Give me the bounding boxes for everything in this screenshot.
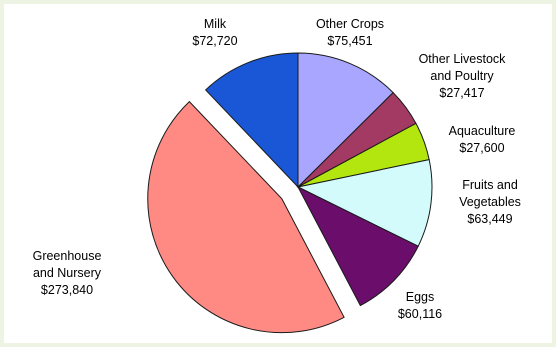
- chart-frame: Milk $72,720 Other Crops $75,451 Other Lives…: [4, 4, 552, 343]
- pie-slice-milk: [204, 52, 299, 189]
- slice-label-greenhouse-and-nursery: Greenhouse and Nursery $273,840: [33, 249, 102, 297]
- slice-label-other-crops: Other Crops $75,451: [316, 17, 384, 48]
- slice-label-aquaculture: Aquaculture $27,600: [449, 124, 516, 155]
- pie-slice-greenhouse-and-nursery: [147, 100, 345, 334]
- pie-slice-fruits-and-vegetables: [296, 159, 433, 247]
- slice-label-eggs: Eggs $60,116: [398, 290, 442, 321]
- pie-slice-other-crops: [297, 52, 394, 189]
- slice-label-milk: Milk $72,720: [192, 17, 237, 48]
- pie-chart: Milk $72,720 Other Crops $75,451 Other Lives…: [33, 17, 521, 334]
- pie-slice-eggs: [296, 185, 419, 307]
- pie-labels: Milk $72,720 Other Crops $75,451 Other Lives…: [33, 17, 521, 321]
- slice-label-fruits-and-vegetables: Fruits and Vegetables $63,449: [459, 178, 521, 226]
- slice-label-other-livestock-and-poultry: Other Livestock and Poultry $27,417: [419, 52, 507, 100]
- pie-slices: [147, 52, 433, 334]
